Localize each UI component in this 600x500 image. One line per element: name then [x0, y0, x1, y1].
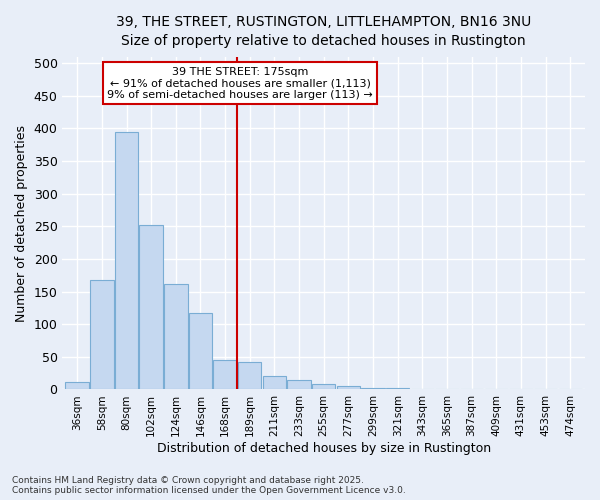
Bar — [214, 360, 237, 390]
Title: 39, THE STREET, RUSTINGTON, LITTLEHAMPTON, BN16 3NU
Size of property relative to: 39, THE STREET, RUSTINGTON, LITTLEHAMPTO… — [116, 15, 532, 48]
Text: 39 THE STREET: 175sqm
← 91% of detached houses are smaller (1,113)
9% of semi-de: 39 THE STREET: 175sqm ← 91% of detached … — [107, 66, 373, 100]
Bar — [410, 389, 434, 390]
Bar — [238, 362, 262, 390]
Bar — [65, 382, 89, 390]
Bar — [263, 376, 286, 390]
Bar — [534, 389, 557, 390]
Bar — [460, 389, 484, 390]
Bar — [337, 386, 360, 390]
Bar — [386, 388, 409, 390]
Bar — [189, 313, 212, 390]
Bar — [485, 389, 508, 390]
Bar — [115, 132, 138, 390]
X-axis label: Distribution of detached houses by size in Rustington: Distribution of detached houses by size … — [157, 442, 491, 455]
Bar — [164, 284, 188, 390]
Bar — [435, 389, 458, 390]
Bar — [139, 225, 163, 390]
Text: Contains HM Land Registry data © Crown copyright and database right 2025.
Contai: Contains HM Land Registry data © Crown c… — [12, 476, 406, 495]
Bar — [559, 389, 582, 390]
Bar — [287, 380, 311, 390]
Bar — [361, 388, 385, 390]
Bar — [312, 384, 335, 390]
Y-axis label: Number of detached properties: Number of detached properties — [15, 124, 28, 322]
Bar — [90, 280, 113, 390]
Bar — [509, 389, 533, 390]
